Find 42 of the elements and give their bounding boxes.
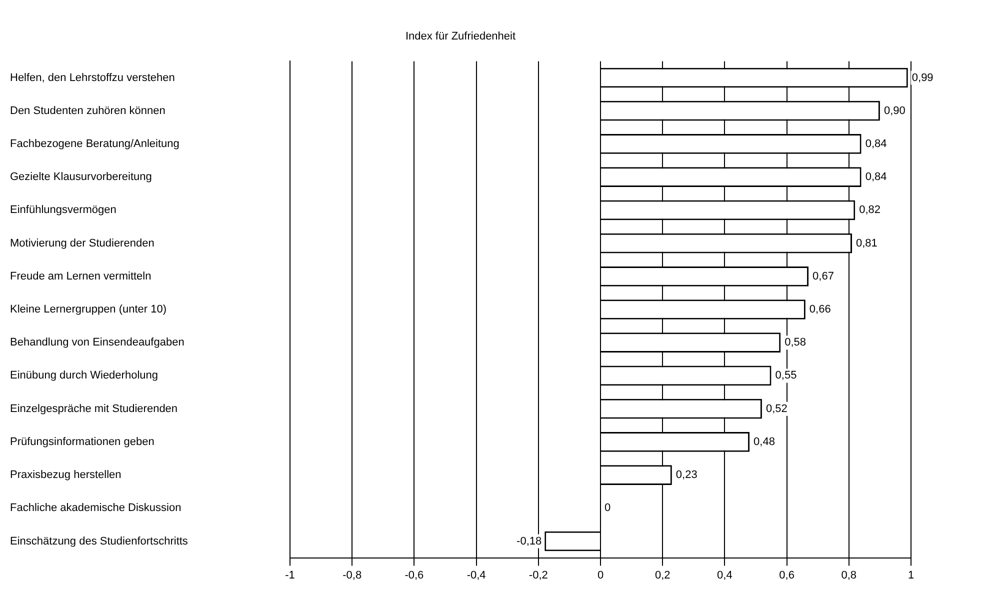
y-tick-label: Freude am Lernen vermitteln bbox=[10, 270, 152, 282]
data-label: 0,90 bbox=[884, 104, 906, 117]
x-tick-label: 0,6 bbox=[779, 569, 794, 582]
y-tick-label: Fachliche akademische Diskussion bbox=[10, 502, 182, 514]
data-label: -0,18 bbox=[516, 535, 542, 548]
y-tick-label: Fachbezogene Beratung/Anleitung bbox=[10, 138, 180, 150]
x-tick-label: -0,2 bbox=[528, 569, 548, 582]
y-tick-label: Praxisbezug herstellen bbox=[10, 469, 122, 482]
chart-title: Index für Zufriedenheit bbox=[405, 30, 516, 43]
data-label: 0,99 bbox=[912, 72, 934, 84]
y-tick-label: Kleine Lernergruppen (unter 10) bbox=[10, 304, 167, 316]
x-tick-label: 0 bbox=[597, 569, 604, 582]
data-label: 0,55 bbox=[775, 370, 797, 382]
y-tick-label: Einübung durch Wiederholung bbox=[10, 370, 158, 382]
data-label: 0,81 bbox=[856, 237, 878, 250]
x-tick-label: -0,8 bbox=[342, 569, 362, 582]
x-tick-label: 1 bbox=[908, 569, 914, 582]
data-label: 0,58 bbox=[784, 336, 806, 349]
y-tick-label: Behandlung von Einsendeaufgaben bbox=[10, 336, 184, 349]
data-label: 0 bbox=[604, 502, 611, 514]
y-tick-label: Einzelgespräche mit Studierenden bbox=[10, 402, 178, 415]
x-tick-label: -1 bbox=[285, 569, 295, 582]
data-label: 0,67 bbox=[812, 270, 834, 282]
x-tick-label: -0,6 bbox=[404, 569, 424, 582]
y-tick-label: Einschätzung des Studienfortschritts bbox=[10, 535, 188, 548]
x-tick-label: 0,8 bbox=[841, 569, 857, 582]
y-tick-label: Einfühlungsvermögen bbox=[10, 204, 116, 216]
x-tick-label: 0,4 bbox=[717, 569, 732, 582]
data-label: 0,48 bbox=[754, 436, 775, 448]
data-label: 0,82 bbox=[859, 204, 881, 216]
data-label: 0,52 bbox=[766, 402, 788, 415]
y-tick-label: Prüfungsinformationen geben bbox=[10, 436, 154, 448]
y-tick-label: Motivierung der Studierenden bbox=[10, 237, 154, 250]
data-label: 0,84 bbox=[865, 171, 887, 184]
y-tick-label: Gezielte Klausurvorbereitung bbox=[10, 171, 152, 184]
x-tick-label: -0,4 bbox=[466, 569, 486, 582]
data-label: 0,23 bbox=[676, 469, 698, 482]
data-label: 0,84 bbox=[865, 138, 887, 150]
x-tick-label: 0,2 bbox=[654, 569, 670, 582]
data-label: 0,66 bbox=[809, 304, 831, 316]
y-tick-label: Helfen, den Lehrstoffzu verstehen bbox=[10, 72, 175, 84]
y-tick-label: Den Studenten zuhören können bbox=[10, 104, 166, 117]
